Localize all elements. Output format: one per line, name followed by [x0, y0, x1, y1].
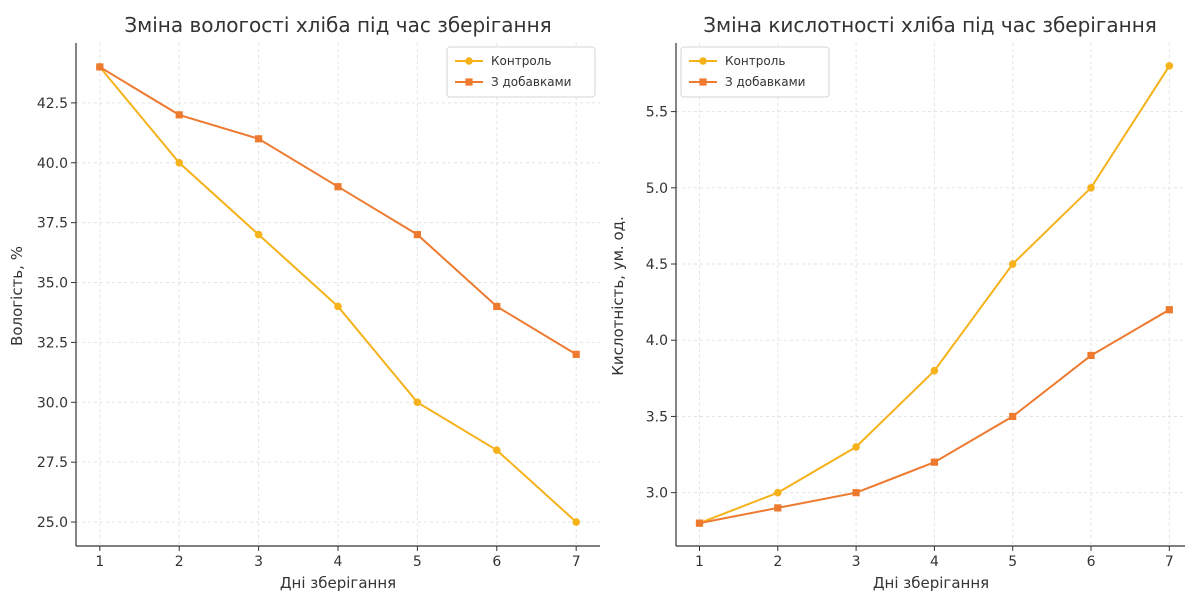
legend: Контроль З добавками: [680, 46, 830, 98]
data-point: [334, 302, 342, 311]
legend-box: [446, 46, 596, 98]
y-tick-label: 37.5: [37, 216, 68, 232]
y-axis-label: Кислотність, ум. од.: [609, 216, 627, 376]
x-tick-label: 3: [852, 554, 861, 570]
data-point: [1009, 412, 1017, 421]
data-point: [1008, 260, 1017, 268]
y-tick-label: 5.0: [646, 181, 668, 197]
x-tick-label: 6: [1087, 554, 1096, 570]
data-point: [175, 111, 183, 119]
data-point: [930, 458, 939, 466]
legend-entry: З добавками: [491, 75, 571, 89]
y-tick-label: 4.5: [646, 257, 668, 273]
x-axis-label: Дні зберігання: [873, 574, 989, 592]
x-axis-label: Дні зберігання: [280, 574, 396, 592]
data-point: [774, 504, 782, 512]
x-tick-label: 6: [492, 554, 501, 570]
data-point: [255, 135, 263, 143]
y-tick-label: 3.5: [646, 409, 668, 425]
x-tick-label: 2: [175, 554, 184, 570]
x-tick-label: 1: [95, 554, 104, 570]
data-point: [572, 350, 580, 358]
y-tick-label: 42.5: [37, 96, 68, 112]
x-tick-label: 1: [695, 554, 704, 570]
data-point: [254, 230, 263, 239]
data-point: [1165, 306, 1173, 314]
legend-entry: Контроль: [725, 54, 785, 68]
y-tick-label: 4.0: [646, 333, 668, 349]
data-point: [852, 443, 860, 451]
chart-title: Зміна кислотності хліба під час зберіган…: [703, 13, 1157, 37]
data-point: [493, 302, 501, 311]
y-tick-label: 25.0: [37, 515, 68, 531]
y-tick-label: 27.5: [37, 455, 68, 471]
y-tick-label: 3.0: [646, 486, 668, 502]
y-axis-label: Вологість, %: [8, 246, 26, 346]
data-point: [695, 519, 704, 527]
data-point: [852, 489, 860, 497]
x-tick-label: 4: [334, 554, 343, 570]
legend-marker: [699, 57, 707, 65]
legend-marker: [465, 57, 473, 65]
data-point: [413, 231, 421, 239]
x-tick-label: 5: [1008, 554, 1017, 570]
x-tick-label: 2: [773, 554, 782, 570]
legend-marker: [699, 78, 707, 86]
y-tick-label: 40.0: [37, 156, 68, 172]
y-tick-label: 35.0: [37, 276, 68, 292]
y-tick-label: 32.5: [37, 335, 68, 351]
data-point: [334, 183, 342, 191]
legend-box: [680, 46, 830, 98]
x-tick-label: 3: [254, 554, 263, 570]
legend-entry: Контроль: [491, 54, 551, 68]
chart-title: Зміна вологості хліба під час зберігання: [124, 13, 551, 37]
acidity-chart: Зміна кислотності хліба під час зберіган…: [609, 13, 1185, 592]
x-tick-label: 7: [572, 554, 581, 570]
legend: Контроль З добавками: [446, 46, 596, 98]
x-tick-label: 7: [1165, 554, 1174, 570]
moisture-chart: Зміна вологості хліба під час зберігання…: [8, 13, 600, 592]
data-point: [175, 158, 184, 167]
data-point: [1087, 184, 1095, 192]
y-tick-label: 30.0: [37, 395, 68, 411]
x-tick-label: 5: [413, 554, 422, 570]
data-point: [774, 488, 782, 497]
legend-marker: [465, 78, 473, 86]
x-tick-label: 4: [930, 554, 939, 570]
legend-entry: З добавками: [725, 75, 805, 89]
data-point: [492, 446, 501, 454]
y-tick-label: 5.5: [646, 105, 668, 121]
data-point: [413, 398, 422, 407]
data-point: [96, 63, 104, 71]
data-point: [1165, 62, 1174, 70]
data-point: [1087, 351, 1095, 360]
data-point: [930, 366, 939, 375]
data-point: [572, 518, 580, 526]
